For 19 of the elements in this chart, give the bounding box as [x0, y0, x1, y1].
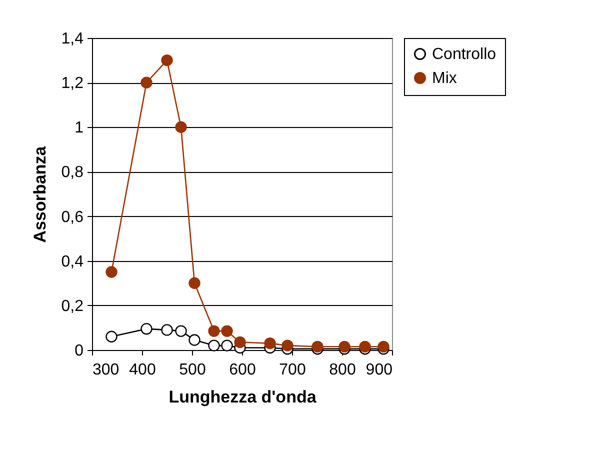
- y-tick-label: 1,2: [61, 75, 84, 92]
- x-tick-label: 400: [129, 362, 156, 378]
- y-tick-label: 0,4: [61, 253, 84, 270]
- x-tick-label: 600: [229, 362, 256, 378]
- legend-label: Mix: [432, 70, 457, 87]
- y-tick-label: 0: [74, 342, 84, 360]
- x-tick-label: 500: [179, 362, 206, 378]
- x-tick-label: 700: [279, 362, 306, 378]
- x-tick-label: 800: [329, 362, 356, 378]
- x-axis-title: Lunghezza d'onda: [168, 388, 317, 406]
- y-tick-label: 1,4: [61, 30, 84, 48]
- y-tick-label: 0,6: [61, 208, 84, 226]
- y-tick-label: 0,8: [61, 164, 84, 182]
- x-tick-label: 300: [92, 362, 120, 378]
- x-tick-label: 900: [366, 362, 393, 378]
- legend-label: Controllo: [432, 46, 496, 63]
- y-tick-label: 0,2: [61, 298, 84, 315]
- y-tick-label: 1: [74, 120, 84, 137]
- y-axis-title: Assorbanza: [30, 146, 50, 243]
